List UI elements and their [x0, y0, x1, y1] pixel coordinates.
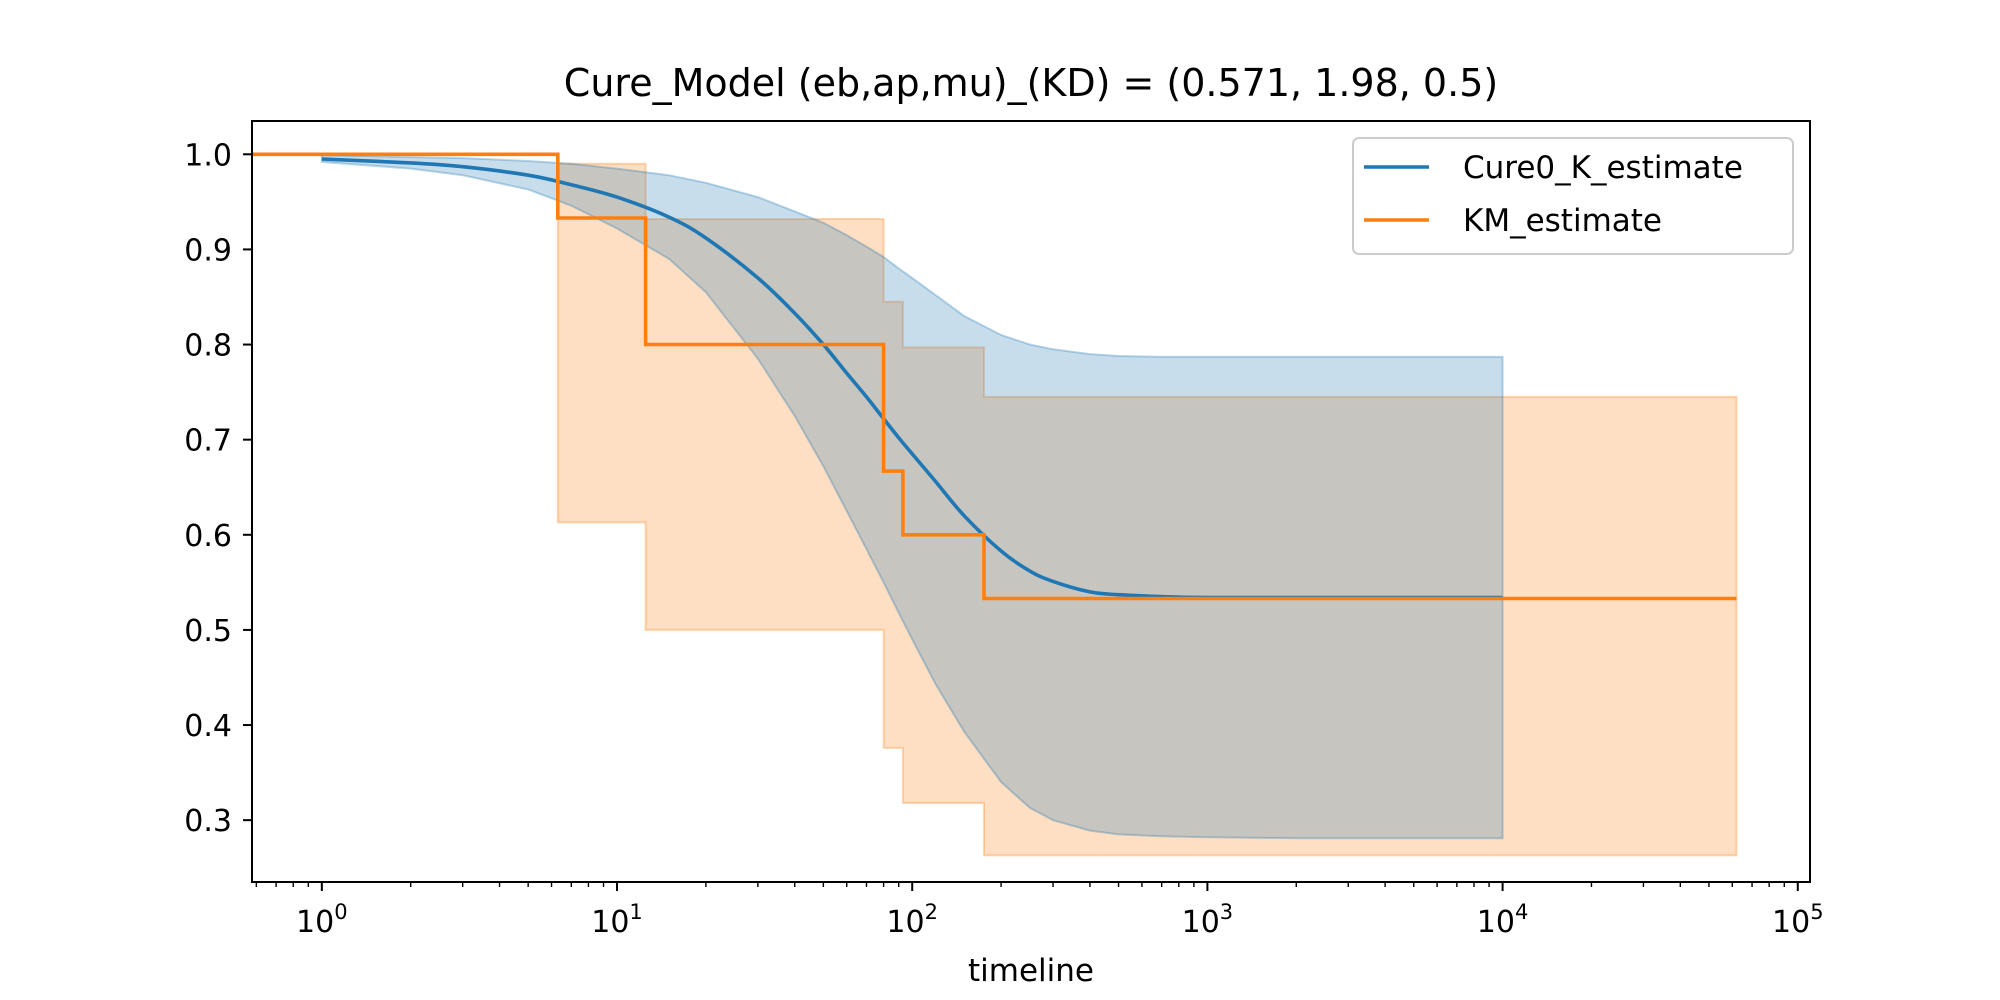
x-tick-exponent: 0 [334, 900, 347, 924]
x-tick-base: 10 [1182, 905, 1220, 940]
x-tick-label: 101 [591, 900, 643, 940]
x-tick-exponent: 2 [925, 900, 938, 924]
y-tick-label: 0.9 [184, 233, 232, 268]
x-axis-label: timeline [968, 953, 1094, 989]
legend-label: Cure0_K_estimate [1463, 150, 1743, 186]
plot-frame [251, 120, 1811, 883]
confidence-bands [252, 153, 1738, 857]
x-tick-base: 10 [296, 905, 334, 940]
km-confidence-band [252, 153, 1738, 857]
x-tick-exponent: 5 [1810, 900, 1823, 924]
x-tick-exponent: 3 [1220, 900, 1233, 924]
y-tick-label: 0.4 [184, 709, 232, 744]
legend: Cure0_K_estimate KM_estimate [1352, 137, 1794, 255]
x-tick-base: 10 [591, 905, 629, 940]
x-tick-label: 100 [296, 900, 348, 940]
legend-box [1352, 137, 1794, 255]
x-tick-label: 104 [1477, 900, 1529, 940]
series-lines [252, 152, 1737, 601]
x-tick-label: 103 [1182, 900, 1234, 940]
cure-confidence-band [320, 154, 1504, 840]
x-tick-exponent: 4 [1515, 900, 1528, 924]
x-tick-exponent: 1 [629, 900, 642, 924]
y-tick-label: 0.8 [184, 329, 232, 364]
x-tick-label: 105 [1772, 900, 1824, 940]
x-tick-base: 10 [886, 905, 924, 940]
plot-area [252, 152, 1738, 857]
legend-label: KM_estimate [1463, 203, 1662, 239]
y-axis: 1.0 0.9 0.8 0.7 0.6 0.5 0.4 0.3 [184, 138, 252, 839]
km-estimate-line [252, 152, 1737, 601]
y-tick-label: 1.0 [184, 138, 232, 173]
y-tick-label: 0.7 [184, 424, 232, 459]
cure-estimate-line [321, 157, 1503, 600]
chart-title: Cure_Model (eb,ap,mu)_(KD) = (0.571, 1.9… [564, 61, 1498, 105]
x-tick-base: 10 [1772, 905, 1810, 940]
y-tick-label: 0.3 [184, 804, 232, 839]
x-tick-base: 10 [1477, 905, 1515, 940]
x-axis: 100 101 102 103 104 105 [255, 882, 1824, 940]
y-tick-label: 0.6 [184, 519, 232, 554]
y-tick-label: 0.5 [184, 614, 232, 649]
x-tick-label: 102 [886, 900, 938, 940]
